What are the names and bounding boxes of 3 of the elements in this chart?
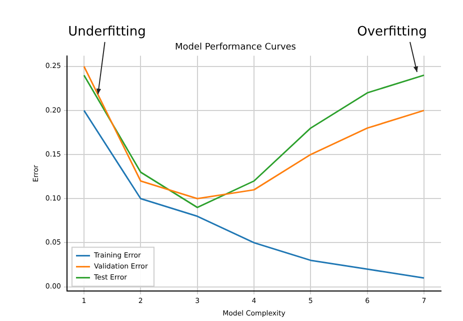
annotation: Underfitting: [68, 24, 146, 40]
chart-title: Model Performance Curves: [174, 42, 296, 53]
text: Overfitting: [357, 24, 427, 40]
